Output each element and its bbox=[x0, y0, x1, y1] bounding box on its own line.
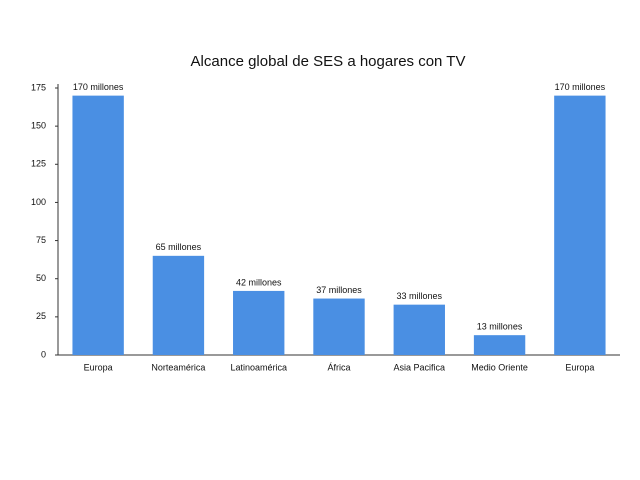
bar bbox=[473, 335, 526, 355]
bar bbox=[313, 298, 365, 355]
bar bbox=[393, 304, 445, 355]
value-label: 42 millones bbox=[236, 277, 282, 287]
y-tick-label: 50 bbox=[36, 273, 46, 283]
bar bbox=[233, 290, 285, 355]
y-tick-label: 175 bbox=[31, 82, 46, 92]
bar bbox=[152, 255, 205, 355]
y-tick-label: 125 bbox=[31, 159, 46, 169]
bar bbox=[72, 95, 124, 355]
value-label: 65 millones bbox=[156, 242, 202, 252]
value-label: 170 millones bbox=[73, 82, 124, 92]
bar bbox=[554, 95, 606, 355]
y-tick-label: 150 bbox=[31, 121, 46, 131]
x-tick-label: Latinoamérica bbox=[230, 362, 287, 372]
x-tick-label: África bbox=[327, 362, 350, 372]
x-tick-label: Europa bbox=[565, 362, 594, 372]
value-label: 37 millones bbox=[316, 285, 362, 295]
y-tick-label: 75 bbox=[36, 235, 46, 245]
x-tick-label: Norteamérica bbox=[151, 362, 205, 372]
x-tick-label: Europa bbox=[84, 362, 113, 372]
value-label: 13 millones bbox=[477, 322, 523, 332]
x-tick-label: Asia Pacifica bbox=[394, 362, 446, 372]
y-tick-label: 0 bbox=[41, 349, 46, 359]
y-tick-label: 100 bbox=[31, 197, 46, 207]
x-tick-label: Medio Oriente bbox=[471, 362, 528, 372]
y-tick-label: 25 bbox=[36, 311, 46, 321]
value-label: 33 millones bbox=[397, 291, 443, 301]
chart-title: Alcance global de SES a hogares con TV bbox=[191, 53, 466, 70]
value-label: 170 millones bbox=[555, 82, 606, 92]
